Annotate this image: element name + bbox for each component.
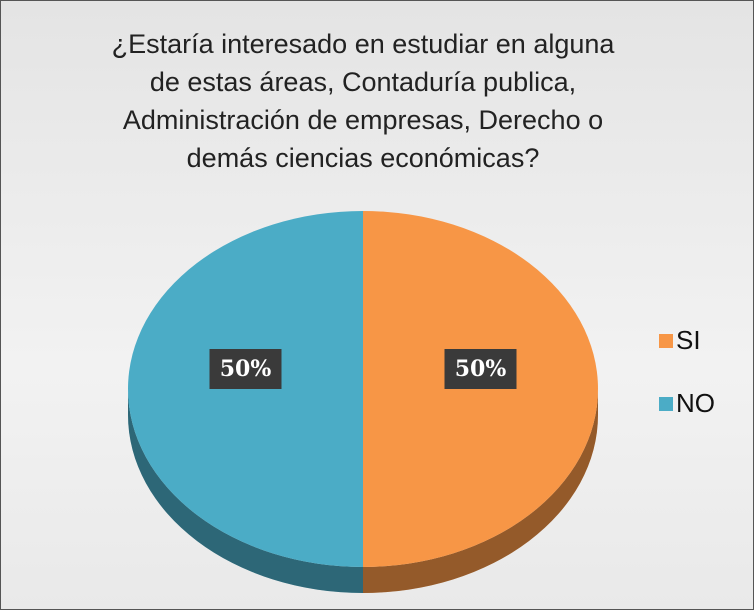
legend-swatch: [659, 334, 673, 348]
value-label-box: [209, 349, 282, 389]
slice-side: [363, 389, 598, 593]
legend-label: NO: [676, 388, 715, 418]
legend-label: SI: [676, 325, 701, 355]
value-label: 50%: [455, 356, 507, 382]
slice-shade: [363, 389, 598, 593]
legend-swatch: [659, 397, 673, 411]
slice-side: [128, 389, 363, 593]
slice-shade: [128, 389, 363, 593]
value-label: 50%: [220, 356, 272, 382]
chart-title: ¿Estaría interesado en estudiar en algun…: [111, 29, 615, 173]
value-label-box: [444, 349, 517, 389]
